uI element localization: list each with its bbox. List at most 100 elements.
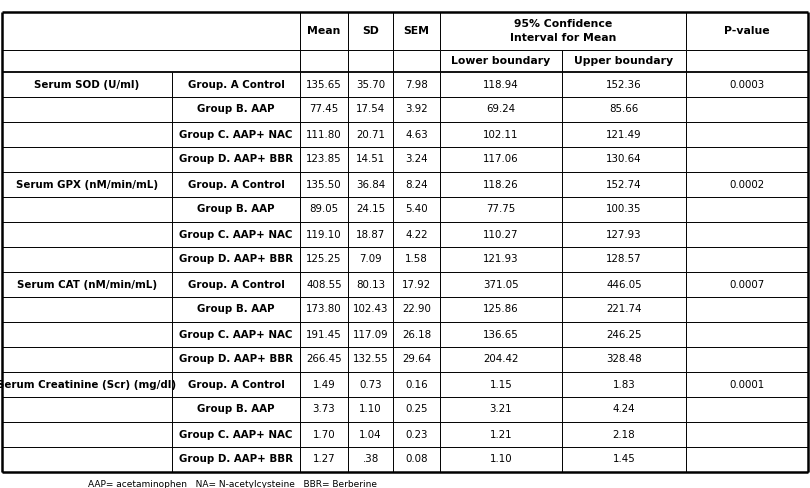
Text: 2.18: 2.18: [612, 429, 635, 440]
Text: 135.50: 135.50: [306, 180, 342, 189]
Text: 117.09: 117.09: [352, 329, 388, 340]
Text: 102.11: 102.11: [484, 129, 518, 140]
Text: SEM: SEM: [403, 26, 429, 36]
Text: 0.08: 0.08: [405, 454, 428, 465]
Text: 7.09: 7.09: [359, 255, 382, 264]
Text: Mean: Mean: [307, 26, 341, 36]
Text: 125.86: 125.86: [484, 305, 519, 314]
Text: 132.55: 132.55: [352, 354, 388, 365]
Text: 446.05: 446.05: [606, 280, 642, 289]
Text: Group D. AAP+ BBR: Group D. AAP+ BBR: [179, 155, 293, 164]
Text: 123.85: 123.85: [306, 155, 342, 164]
Text: Group B. AAP: Group B. AAP: [198, 305, 275, 314]
Text: Serum CAT (nM/min/mL): Serum CAT (nM/min/mL): [17, 280, 157, 289]
Text: Group B. AAP: Group B. AAP: [198, 104, 275, 115]
Text: 69.24: 69.24: [487, 104, 515, 115]
Text: 17.92: 17.92: [402, 280, 431, 289]
Text: 35.70: 35.70: [356, 80, 385, 89]
Text: Group. A Control: Group. A Control: [188, 280, 284, 289]
Text: Group C. AAP+ NAC: Group C. AAP+ NAC: [179, 229, 292, 240]
Text: 8.24: 8.24: [405, 180, 428, 189]
Text: 1.49: 1.49: [313, 380, 335, 389]
Text: 191.45: 191.45: [306, 329, 342, 340]
Text: 80.13: 80.13: [356, 280, 385, 289]
Text: 266.45: 266.45: [306, 354, 342, 365]
Text: Group C. AAP+ NAC: Group C. AAP+ NAC: [179, 329, 292, 340]
Text: Group B. AAP: Group B. AAP: [198, 204, 275, 215]
Text: 371.05: 371.05: [484, 280, 519, 289]
Text: Interval for Mean: Interval for Mean: [509, 33, 616, 43]
Text: Serum GPX (nM/min/mL): Serum GPX (nM/min/mL): [16, 180, 158, 189]
Text: 3.73: 3.73: [313, 405, 335, 414]
Text: 136.65: 136.65: [483, 329, 519, 340]
Text: 121.49: 121.49: [606, 129, 642, 140]
Text: 100.35: 100.35: [606, 204, 642, 215]
Text: 152.74: 152.74: [606, 180, 642, 189]
Text: 4.24: 4.24: [612, 405, 635, 414]
Text: 173.80: 173.80: [306, 305, 342, 314]
Text: .38: .38: [362, 454, 378, 465]
Text: 4.63: 4.63: [405, 129, 428, 140]
Text: 95% Confidence: 95% Confidence: [514, 19, 612, 29]
Text: 1.45: 1.45: [612, 454, 635, 465]
Text: 85.66: 85.66: [609, 104, 638, 115]
Text: Lower boundary: Lower boundary: [451, 56, 551, 66]
Text: 152.36: 152.36: [606, 80, 642, 89]
Text: 22.90: 22.90: [402, 305, 431, 314]
Text: 1.70: 1.70: [313, 429, 335, 440]
Text: 0.25: 0.25: [405, 405, 428, 414]
Text: 3.92: 3.92: [405, 104, 428, 115]
Text: 121.93: 121.93: [484, 255, 519, 264]
Text: Group D. AAP+ BBR: Group D. AAP+ BBR: [179, 354, 293, 365]
Text: 3.24: 3.24: [405, 155, 428, 164]
Text: Upper boundary: Upper boundary: [574, 56, 674, 66]
Text: 0.16: 0.16: [405, 380, 428, 389]
Text: 1.83: 1.83: [612, 380, 635, 389]
Text: 20.71: 20.71: [356, 129, 385, 140]
Text: AAP= acetaminophen   NA= N-acetylcysteine   BBR= Berberine: AAP= acetaminophen NA= N-acetylcysteine …: [87, 480, 377, 488]
Text: 0.0007: 0.0007: [729, 280, 765, 289]
Text: 14.51: 14.51: [356, 155, 385, 164]
Text: 204.42: 204.42: [484, 354, 518, 365]
Text: 118.26: 118.26: [484, 180, 519, 189]
Text: 4.22: 4.22: [405, 229, 428, 240]
Text: 0.23: 0.23: [405, 429, 428, 440]
Text: 102.43: 102.43: [352, 305, 388, 314]
Text: 1.04: 1.04: [359, 429, 382, 440]
Text: 221.74: 221.74: [606, 305, 642, 314]
Text: 246.25: 246.25: [606, 329, 642, 340]
Text: Group D. AAP+ BBR: Group D. AAP+ BBR: [179, 255, 293, 264]
Text: 408.55: 408.55: [306, 280, 342, 289]
Text: Group D. AAP+ BBR: Group D. AAP+ BBR: [179, 454, 293, 465]
Text: 29.64: 29.64: [402, 354, 431, 365]
Text: 26.18: 26.18: [402, 329, 431, 340]
Text: Group B. AAP: Group B. AAP: [198, 405, 275, 414]
Text: SD: SD: [362, 26, 379, 36]
Text: 127.93: 127.93: [606, 229, 642, 240]
Text: 77.75: 77.75: [486, 204, 516, 215]
Text: 135.65: 135.65: [306, 80, 342, 89]
Text: 77.45: 77.45: [309, 104, 339, 115]
Text: 1.27: 1.27: [313, 454, 335, 465]
Text: 0.73: 0.73: [359, 380, 382, 389]
Text: 36.84: 36.84: [356, 180, 385, 189]
Text: 7.98: 7.98: [405, 80, 428, 89]
Text: Serum Creatinine (Scr) (mg/dl): Serum Creatinine (Scr) (mg/dl): [0, 380, 177, 389]
Text: 117.06: 117.06: [484, 155, 519, 164]
Text: 128.57: 128.57: [606, 255, 642, 264]
Text: 1.21: 1.21: [490, 429, 512, 440]
Text: 328.48: 328.48: [606, 354, 642, 365]
Text: 125.25: 125.25: [306, 255, 342, 264]
Text: Group C. AAP+ NAC: Group C. AAP+ NAC: [179, 129, 292, 140]
Text: Group C. AAP+ NAC: Group C. AAP+ NAC: [179, 429, 292, 440]
Text: 110.27: 110.27: [484, 229, 518, 240]
Text: 89.05: 89.05: [309, 204, 339, 215]
Text: 1.10: 1.10: [359, 405, 382, 414]
Text: 3.21: 3.21: [490, 405, 512, 414]
Text: Group. A Control: Group. A Control: [188, 180, 284, 189]
Text: 118.94: 118.94: [483, 80, 519, 89]
Text: 1.15: 1.15: [489, 380, 513, 389]
Text: Group. A Control: Group. A Control: [188, 380, 284, 389]
Text: 0.0002: 0.0002: [730, 180, 765, 189]
Text: Group. A Control: Group. A Control: [188, 80, 284, 89]
